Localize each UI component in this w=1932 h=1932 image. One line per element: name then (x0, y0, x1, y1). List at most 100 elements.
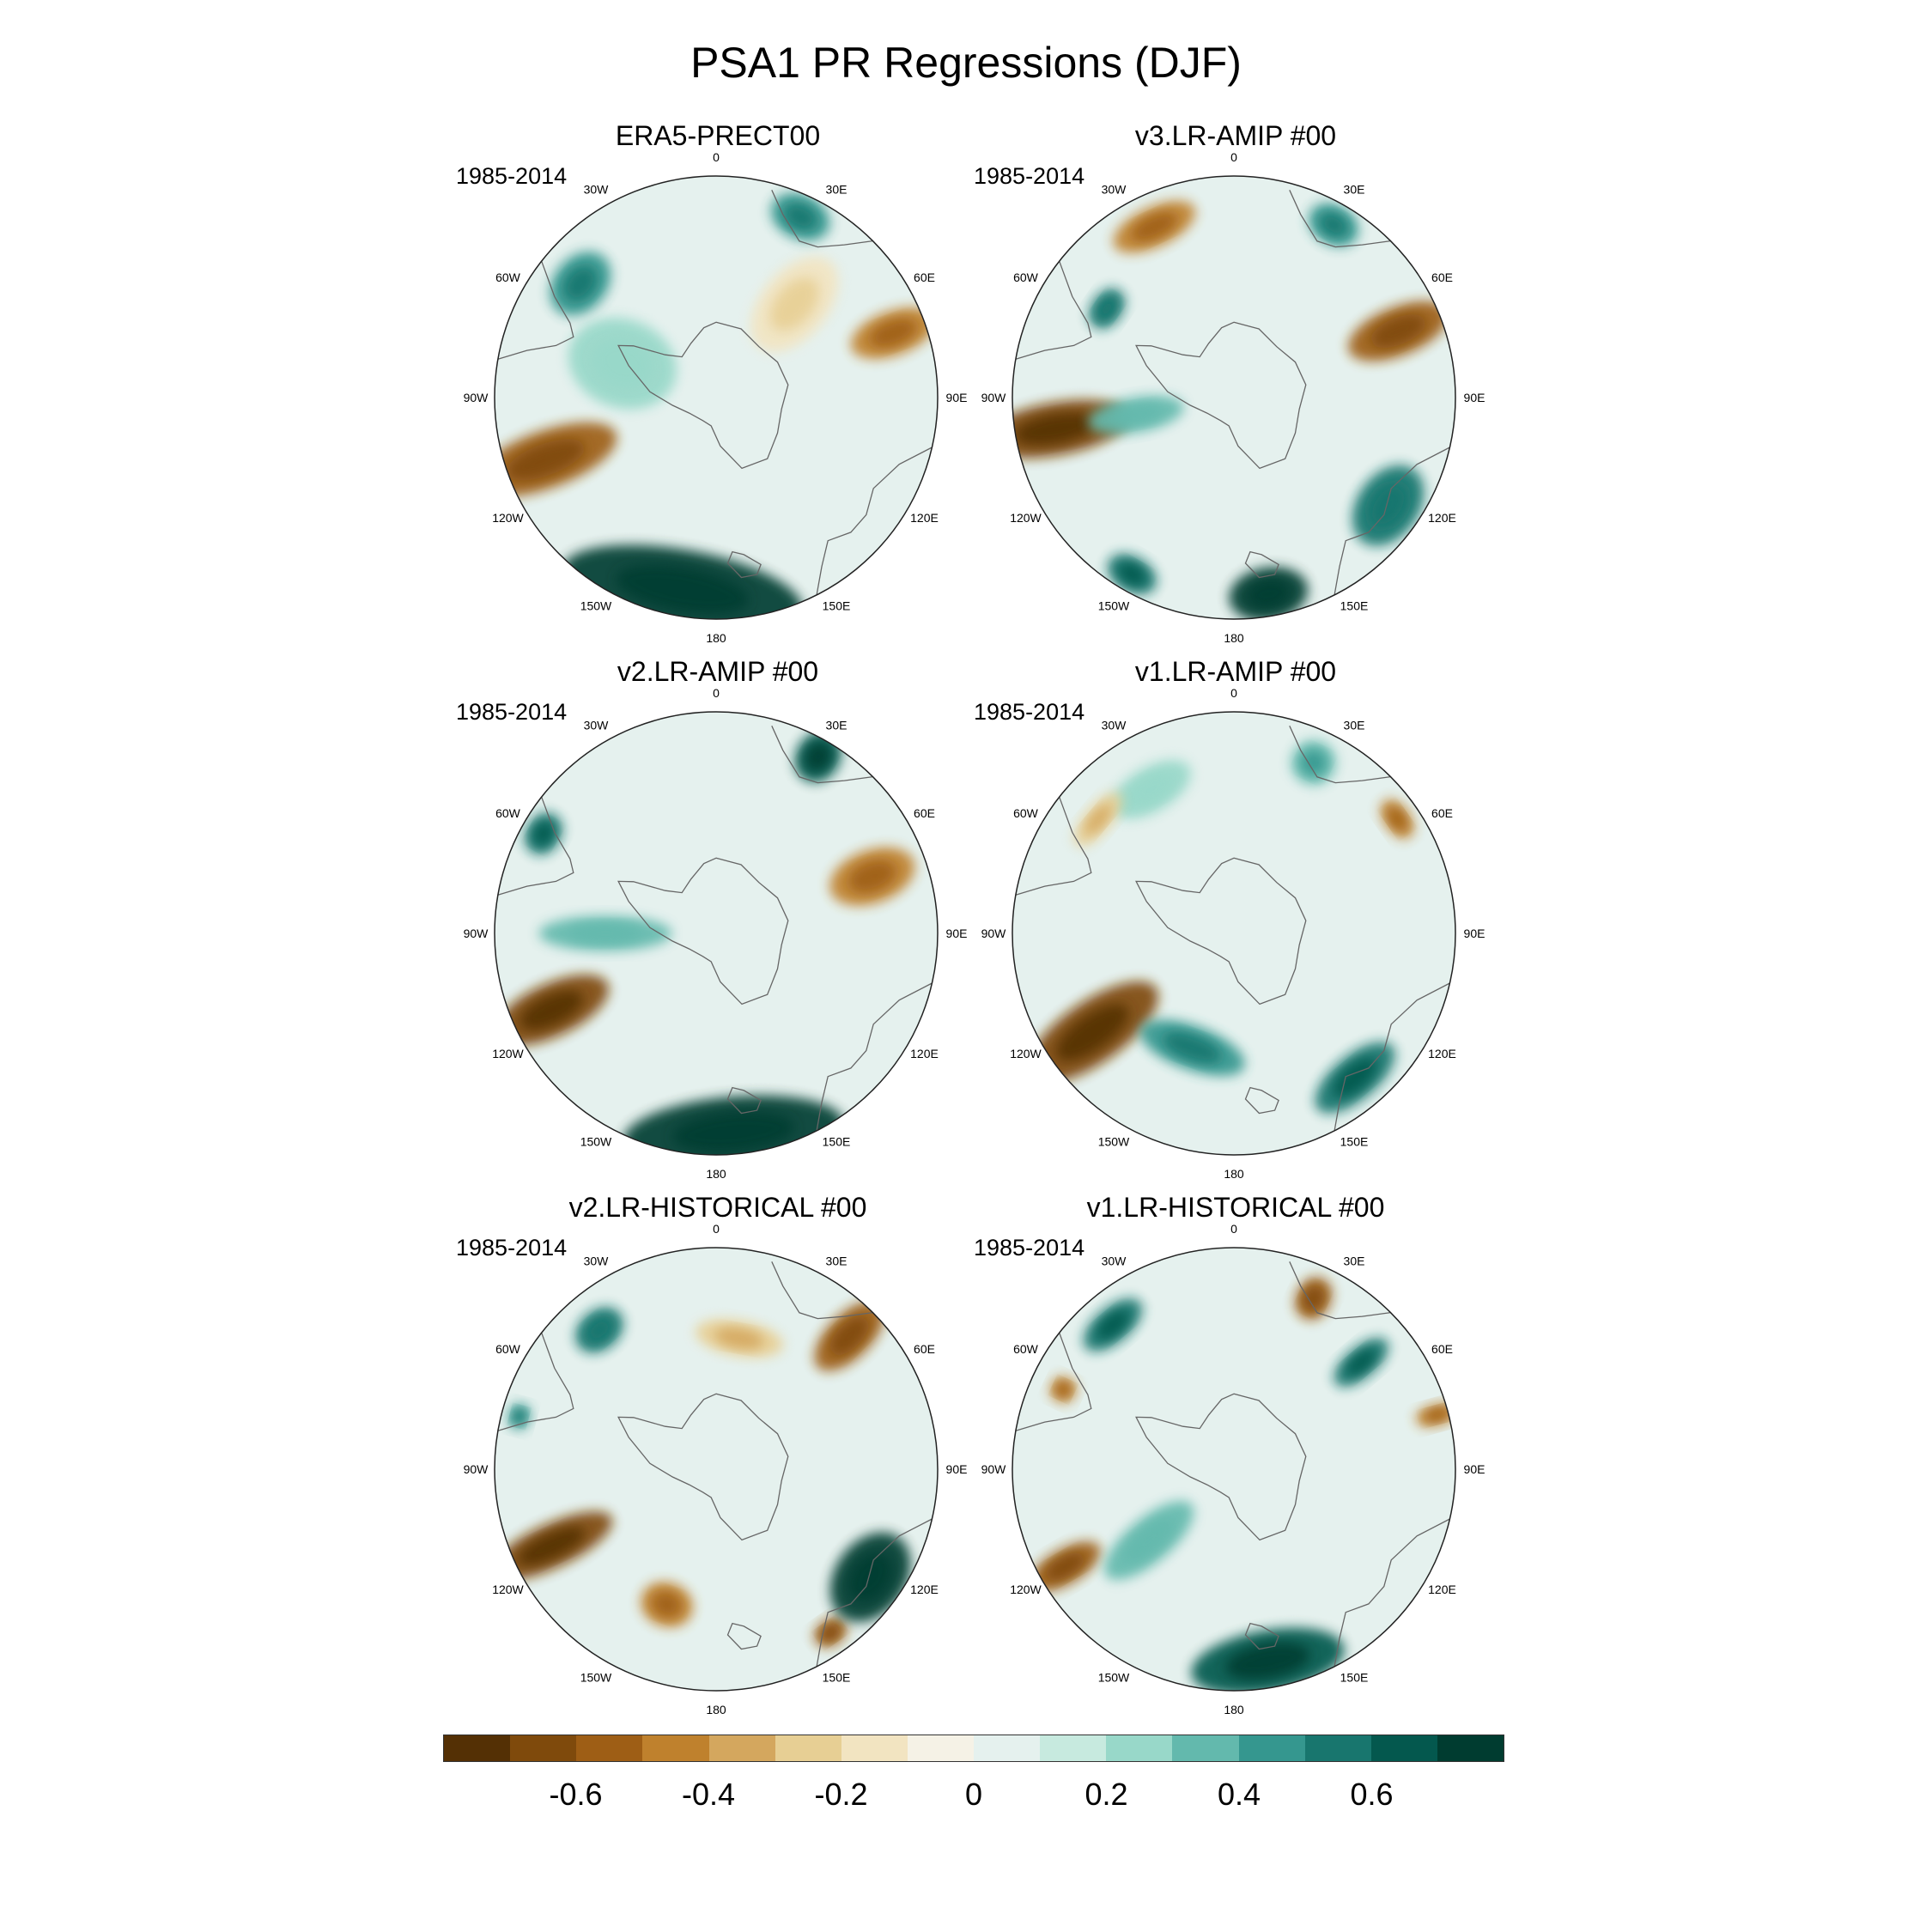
ocean-background (495, 712, 938, 1155)
panel-title: v3.LR-AMIP #00 (1134, 120, 1337, 151)
antarctica-coastline (617, 857, 789, 1005)
longitude-label: 180 (706, 1703, 726, 1716)
longitude-label: 150E (823, 1135, 851, 1149)
longitude-label: 150E (1340, 1671, 1369, 1685)
anomaly-core (1109, 404, 1163, 426)
south-america-coastline (497, 260, 574, 360)
longitude-label: 30E (1344, 719, 1365, 732)
anomaly-core (1163, 1032, 1222, 1064)
longitude-label: 60W (495, 1342, 521, 1356)
south-america-coastline (1015, 260, 1092, 360)
longitude-label: 30W (1102, 183, 1127, 197)
colorbar-tick-label: -0.6 (549, 1777, 603, 1812)
longitude-label: 30E (826, 183, 848, 197)
panel-title: v1.LR-HISTORICAL #00 (1086, 1192, 1385, 1223)
longitude-label: 120W (1010, 511, 1042, 525)
coastlines (497, 190, 933, 596)
longitude-label: 150E (1340, 599, 1369, 613)
antarctica-coastline (1135, 857, 1307, 1005)
longitude-label: 60E (1431, 1342, 1453, 1356)
map-field (495, 176, 938, 619)
coastlines (497, 726, 933, 1132)
panel-period: 1985-2014 (974, 163, 1085, 189)
coastlines (497, 1261, 933, 1668)
anomaly-core (1388, 808, 1406, 830)
map-field (1012, 712, 1455, 1155)
ocean-background (1012, 1248, 1455, 1691)
anomaly-core (1368, 483, 1408, 528)
longitude-label: 0 (1230, 686, 1237, 700)
anomaly-core (821, 1624, 840, 1641)
map-panel-v2-amip: v2.LR-AMIP #00 1985-2014 0 30E 60E 90E 120E 1… (443, 654, 993, 1187)
longitude-label: 0 (1230, 1222, 1237, 1236)
coastlines (1015, 190, 1450, 596)
anomaly-core (805, 743, 831, 771)
antarctica-coastline (617, 321, 789, 470)
australia-coastline (1334, 447, 1450, 596)
colorbar-swatch (510, 1735, 577, 1761)
anomaly-core (513, 1409, 526, 1425)
map-border (1012, 175, 1456, 620)
anomaly-core (616, 565, 749, 615)
colorbar-swatch (1106, 1735, 1173, 1761)
anomaly-core (1247, 579, 1291, 610)
africa-coastline (1289, 726, 1391, 784)
colorbar-swatch (576, 1735, 643, 1761)
map-panel-v3-amip: v3.LR-AMIP #00 1985-2014 0 30E 60E 90E 120E 1… (961, 118, 1510, 651)
africa-coastline (1289, 190, 1391, 248)
polar-map: 0 30E 60E 90E 120E 150E 180 150W 120W 90W 60W 30W (464, 150, 968, 645)
longitude-label: 120W (492, 511, 524, 525)
new-zealand-coastline (726, 1622, 762, 1650)
colorbar-swatch (1437, 1735, 1504, 1761)
colorbar-tick-label: 0 (964, 1777, 983, 1812)
anomaly-core (1014, 412, 1097, 446)
longitude-label: 180 (706, 1167, 726, 1181)
map-panel-v1-amip: v1.LR-AMIP #00 1985-2014 0 30E 60E 90E 120E 1… (961, 654, 1510, 1187)
anomaly-core (563, 265, 598, 301)
anomaly-core (672, 1111, 794, 1152)
panel-period: 1985-2014 (974, 699, 1085, 725)
south-america-coastline (497, 796, 574, 896)
panel-period: 1985-2014 (456, 163, 568, 189)
longitude-label: 150W (1098, 1671, 1130, 1685)
polar-map: 0 30E 60E 90E 120E 150E 180 150W 120W 90W 60W 30W (464, 1222, 968, 1716)
anomaly-core (869, 319, 917, 348)
longitude-label: 90E (946, 1462, 968, 1476)
anomaly-core (1333, 1058, 1377, 1097)
longitude-label: 120W (492, 1047, 524, 1060)
map-field (1012, 176, 1455, 619)
antarctica-coastline (1135, 321, 1307, 470)
longitude-label: 60W (1013, 806, 1039, 820)
longitude-label: 120W (492, 1583, 524, 1596)
polar-map: 0 30E 60E 90E 120E 150E 180 150W 120W 90W 60W 30W (464, 686, 968, 1181)
polar-map: 0 30E 60E 90E 120E 150E 180 150W 120W 90W 60W 30W (981, 150, 1485, 645)
longitude-label: 60W (1013, 270, 1039, 284)
longitude-label: 120E (1428, 511, 1456, 525)
panel-title: v2.LR-HISTORICAL #00 (568, 1192, 867, 1223)
new-zealand-coastline (1244, 550, 1279, 579)
map-panel-era5: ERA5-PRECT00 1985-2014 0 30E 60E 90E 120E 150… (443, 118, 993, 651)
longitude-label: 60E (914, 806, 935, 820)
longitude-label: 150W (1098, 1135, 1130, 1149)
anomaly-core (848, 860, 896, 893)
new-zealand-coastline (1244, 1622, 1279, 1650)
map-border (1012, 1247, 1456, 1692)
anomaly-core (1320, 212, 1348, 237)
colorbar-swatch (974, 1735, 1041, 1761)
longitude-label: 60E (914, 270, 935, 284)
longitude-label: 90W (981, 1462, 1007, 1476)
map-border (494, 175, 939, 620)
panel-title: v1.LR-AMIP #00 (1134, 656, 1337, 687)
colorbar-swatch (1304, 1735, 1371, 1761)
longitude-label: 150E (823, 599, 851, 613)
longitude-label: 120E (910, 511, 939, 525)
longitude-label: 30W (584, 719, 610, 732)
coastlines (1015, 1261, 1450, 1668)
map-field (1012, 1248, 1455, 1691)
anomaly-core (518, 1527, 586, 1565)
anomaly-core (519, 990, 583, 1030)
africa-coastline (771, 190, 873, 248)
anomaly-core (1370, 314, 1426, 348)
panel-period: 1985-2014 (456, 1235, 568, 1261)
colorbar-tick-label: 0.4 (1217, 1777, 1261, 1812)
